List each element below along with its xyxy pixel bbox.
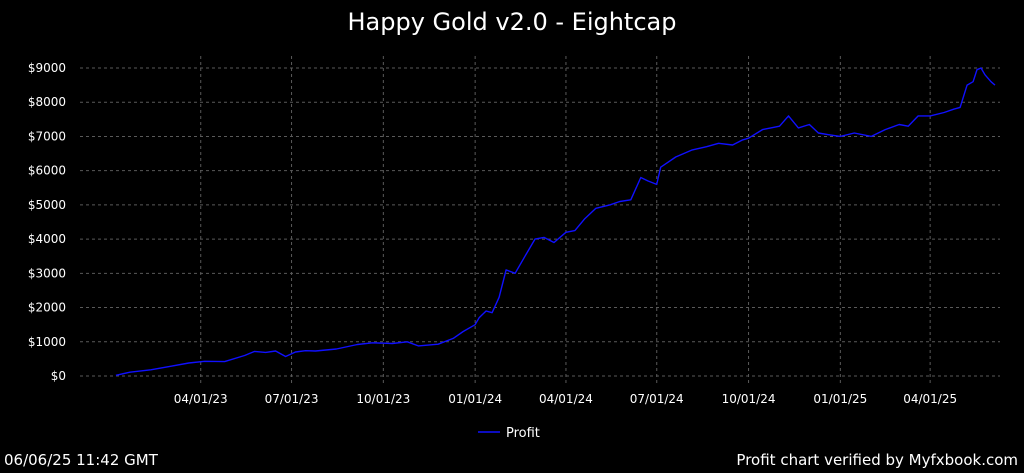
x-tick-label: 07/01/24: [630, 392, 684, 406]
footer-timestamp: 06/06/25 11:42 GMT: [4, 451, 158, 469]
y-tick-label: $8000: [28, 95, 66, 109]
grid: [80, 56, 1000, 385]
y-tick-label: $5000: [28, 198, 66, 212]
y-tick-label: $7000: [28, 129, 66, 143]
x-tick-label: 10/01/23: [356, 392, 410, 406]
chart-title: Happy Gold v2.0 - Eightcap: [348, 8, 677, 36]
y-tick-label: $6000: [28, 164, 66, 178]
y-tick-label: $9000: [28, 61, 66, 75]
x-tick-label: 04/01/23: [174, 392, 228, 406]
series-group: [115, 67, 996, 376]
legend-label-profit: Profit: [506, 426, 540, 441]
x-tick-label: 01/01/25: [813, 392, 867, 406]
series-line-profit: [115, 67, 996, 376]
x-axis-ticks: 04/01/23 07/01/23 10/01/23 01/01/24 04/01/24…: [174, 392, 957, 406]
x-tick-label: 07/01/23: [265, 392, 319, 406]
y-tick-label: $0: [51, 369, 66, 383]
x-tick-label: 04/01/24: [539, 392, 593, 406]
x-tick-label: 04/01/25: [903, 392, 957, 406]
x-tick-label: 10/01/24: [722, 392, 776, 406]
y-tick-label: $4000: [28, 232, 66, 246]
x-tick-label: 01/01/24: [448, 392, 502, 406]
y-tick-label: $1000: [28, 335, 66, 349]
footer-verified-text: Profit chart verified by Myfxbook.com: [736, 451, 1018, 469]
legend: Profit: [478, 426, 540, 441]
y-axis-ticks: $0 $1000 $2000 $3000 $4000 $5000 $6000 $7000 $80…: [28, 61, 66, 383]
y-tick-label: $3000: [28, 266, 66, 280]
y-tick-label: $2000: [28, 301, 66, 315]
